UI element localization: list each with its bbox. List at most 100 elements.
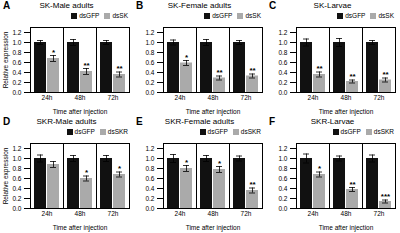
svg-text:*: * <box>52 48 56 57</box>
html-text:C: C <box>269 0 277 11</box>
svg-text:0.2: 0.2 <box>12 79 21 86</box>
svg-text:0.4: 0.4 <box>12 185 21 192</box>
svg-text:0.2: 0.2 <box>278 79 287 86</box>
html-text:SKR-Male adults: SKR-Male adults <box>36 117 97 126</box>
html-text:SK-Larvae: SK-Larvae <box>313 1 352 10</box>
svg-text:48h: 48h <box>208 210 219 217</box>
html-text:dsGFP: dsGFP <box>345 12 366 19</box>
svg-text:**: ** <box>349 72 356 81</box>
svg-text:0.6: 0.6 <box>145 175 154 182</box>
svg-text:0.0: 0.0 <box>145 205 154 212</box>
html-text:A: A <box>3 0 11 11</box>
svg-text:0.0: 0.0 <box>278 205 287 212</box>
html-text:SK-Female adults: SK-Female adults <box>167 1 232 10</box>
svg-text:24h: 24h <box>175 94 186 101</box>
svg-text:**: ** <box>349 180 356 189</box>
svg-text:0.6: 0.6 <box>278 59 287 66</box>
svg-text:0.8: 0.8 <box>278 49 287 56</box>
svg-text:Time after injection: Time after injection <box>53 224 108 232</box>
svg-text:0.4: 0.4 <box>145 69 154 76</box>
svg-text:Relative expression: Relative expression <box>2 147 10 204</box>
svg-text:0.4: 0.4 <box>145 185 154 192</box>
svg-text:48h: 48h <box>75 94 86 101</box>
svg-text:*: * <box>185 158 189 167</box>
svg-text:48h: 48h <box>75 210 86 217</box>
svg-text:0.2: 0.2 <box>278 195 287 202</box>
svg-text:*: * <box>185 53 189 62</box>
svg-text:*: * <box>85 168 89 177</box>
svg-text:0.4: 0.4 <box>12 69 21 76</box>
html-text:D: D <box>3 116 11 127</box>
svg-text:1.2: 1.2 <box>278 145 287 152</box>
svg-text:0.8: 0.8 <box>278 165 287 172</box>
svg-text:72h: 72h <box>241 94 252 101</box>
svg-text:72h: 72h <box>374 94 385 101</box>
svg-text:48h: 48h <box>341 94 352 101</box>
svg-text:0.4: 0.4 <box>278 185 287 192</box>
svg-text:1.0: 1.0 <box>12 155 21 162</box>
svg-text:0.8: 0.8 <box>12 49 21 56</box>
svg-text:1.0: 1.0 <box>145 155 154 162</box>
svg-text:Time after injection: Time after injection <box>319 224 374 232</box>
svg-text:24h: 24h <box>308 94 319 101</box>
svg-text:0.6: 0.6 <box>145 59 154 66</box>
svg-text:0.0: 0.0 <box>12 205 21 212</box>
html-text:dsGFP: dsGFP <box>79 12 100 19</box>
svg-text:**: ** <box>116 64 123 73</box>
svg-text:Time after injection: Time after injection <box>186 108 241 116</box>
svg-text:24h: 24h <box>42 210 53 217</box>
svg-text:1.2: 1.2 <box>145 29 154 36</box>
svg-text:0.0: 0.0 <box>145 89 154 96</box>
svg-text:1.0: 1.0 <box>145 39 154 46</box>
svg-text:72h: 72h <box>108 94 119 101</box>
html-text:B: B <box>136 0 144 11</box>
svg-text:**: ** <box>316 64 323 73</box>
svg-text:0.8: 0.8 <box>145 49 154 56</box>
svg-text:72h: 72h <box>241 210 252 217</box>
svg-text:24h: 24h <box>308 210 319 217</box>
svg-text:72h: 72h <box>108 210 119 217</box>
svg-text:0.2: 0.2 <box>145 195 154 202</box>
svg-text:Time after injection: Time after injection <box>53 108 108 116</box>
html-text:dsGFP: dsGFP <box>212 12 233 19</box>
svg-text:0.4: 0.4 <box>278 69 287 76</box>
html-text:SK-Male adults: SK-Male adults <box>39 1 94 10</box>
svg-text:0.6: 0.6 <box>278 175 287 182</box>
svg-text:48h: 48h <box>341 210 352 217</box>
svg-text:*: * <box>118 164 122 173</box>
svg-text:1.2: 1.2 <box>12 29 21 36</box>
svg-text:24h: 24h <box>175 210 186 217</box>
svg-text:0.2: 0.2 <box>12 195 21 202</box>
svg-text:1.2: 1.2 <box>12 145 21 152</box>
svg-text:**: ** <box>382 70 389 79</box>
html-text:SKR-Larvae: SKR-Larvae <box>310 117 355 126</box>
svg-text:0.8: 0.8 <box>12 165 21 172</box>
svg-text:*: * <box>218 159 222 168</box>
svg-text:*: * <box>318 164 322 173</box>
svg-text:0.8: 0.8 <box>145 165 154 172</box>
html-text:SKR-Female adults: SKR-Female adults <box>164 117 235 126</box>
svg-text:**: ** <box>249 180 256 189</box>
html-text:dsSK: dsSK <box>112 12 128 19</box>
svg-text:0.2: 0.2 <box>145 79 154 86</box>
svg-text:1.0: 1.0 <box>278 39 287 46</box>
svg-text:1.0: 1.0 <box>12 39 21 46</box>
svg-text:**: ** <box>216 68 223 77</box>
svg-text:0.6: 0.6 <box>12 59 21 66</box>
svg-text:0.0: 0.0 <box>12 89 21 96</box>
svg-text:1.2: 1.2 <box>145 145 154 152</box>
svg-text:0.0: 0.0 <box>278 89 287 96</box>
svg-text:48h: 48h <box>208 94 219 101</box>
html-text:dsSK: dsSK <box>245 12 261 19</box>
svg-text:Time after injection: Time after injection <box>186 224 241 232</box>
svg-text:1.0: 1.0 <box>278 155 287 162</box>
svg-text:1.2: 1.2 <box>278 29 287 36</box>
svg-text:24h: 24h <box>42 94 53 101</box>
svg-text:0.6: 0.6 <box>12 175 21 182</box>
svg-text:***: *** <box>381 192 391 201</box>
svg-text:**: ** <box>249 66 256 75</box>
svg-text:72h: 72h <box>374 210 385 217</box>
svg-text:Relative expression: Relative expression <box>2 31 10 88</box>
svg-text:**: ** <box>83 61 90 70</box>
svg-text:Time after injection: Time after injection <box>319 108 374 116</box>
